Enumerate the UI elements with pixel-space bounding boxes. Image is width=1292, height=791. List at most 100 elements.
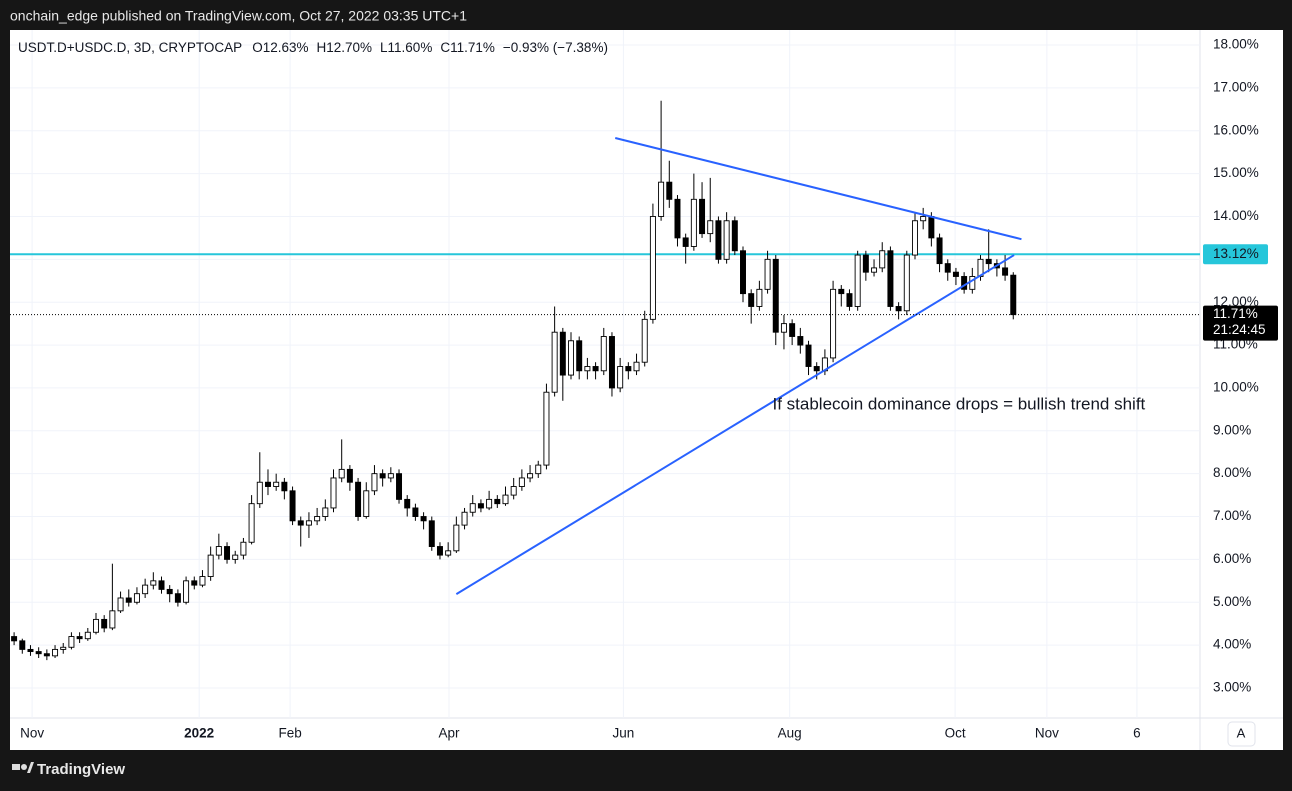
candle-body xyxy=(748,293,755,307)
y-tick-label: 10.00% xyxy=(1213,379,1259,394)
x-tick-label: 6 xyxy=(1133,726,1141,741)
y-tick-label: 18.00% xyxy=(1213,37,1259,52)
candle-body xyxy=(199,576,206,586)
candle-body xyxy=(11,636,18,642)
candle-body xyxy=(240,541,247,556)
y-tick-label: 5.00% xyxy=(1213,594,1251,609)
candle-body xyxy=(109,610,116,629)
candle-body xyxy=(453,524,460,552)
legend-title: USDT.D+USDC.D, 3D, CRYPTOCAP O12.63% H12.7… xyxy=(18,40,608,55)
candle-body xyxy=(740,250,746,295)
y-tick-label: 12.00% xyxy=(1213,294,1259,309)
candle-body xyxy=(396,473,403,500)
candle-body xyxy=(985,258,992,265)
candle-body xyxy=(305,520,312,526)
candle-body xyxy=(346,468,353,483)
candle-body xyxy=(723,220,730,260)
candle-body xyxy=(707,220,714,235)
candle-body xyxy=(289,490,296,522)
y-tick-label: 7.00% xyxy=(1213,508,1251,523)
x-tick-label: Apr xyxy=(438,726,460,741)
candle-body xyxy=(527,473,534,479)
candle-body xyxy=(387,473,394,479)
last-price-label: 11.71% xyxy=(1213,306,1258,321)
candle-body xyxy=(854,254,861,307)
candle-body xyxy=(93,618,99,633)
y-tick-label: 8.00% xyxy=(1213,465,1251,480)
auto-scale-label[interactable]: A xyxy=(1237,725,1246,740)
countdown: 21:24:45 xyxy=(1213,322,1266,337)
candle-body xyxy=(436,546,443,556)
candle-body xyxy=(887,250,894,307)
candle-body xyxy=(248,503,255,543)
header: onchain_edge published on TradingView.co… xyxy=(10,8,467,24)
candle-body xyxy=(936,237,943,265)
y-tick-label: 4.00% xyxy=(1213,637,1251,652)
auto-scale-button[interactable] xyxy=(1227,721,1256,747)
candle-body xyxy=(838,288,845,295)
candle-body xyxy=(944,263,951,273)
candle-body xyxy=(1002,267,1009,276)
candle-body xyxy=(469,503,476,513)
candle-body xyxy=(174,593,181,603)
candle-body xyxy=(232,554,239,560)
candle-body xyxy=(641,318,648,363)
candle-body xyxy=(715,220,722,260)
candle-body xyxy=(125,597,132,603)
candle-body xyxy=(576,340,583,372)
candle-body xyxy=(338,468,345,479)
y-tick-label: 16.00% xyxy=(1213,122,1259,137)
candle-body xyxy=(830,288,837,359)
candle-body xyxy=(543,391,550,466)
candle-body xyxy=(445,550,452,556)
candle-body xyxy=(895,306,902,312)
candle-body xyxy=(494,498,501,505)
plot xyxy=(10,30,1200,718)
candle-body xyxy=(568,340,575,376)
x-tick-label: Jun xyxy=(613,726,635,741)
candle-body xyxy=(772,258,779,333)
x-tick-label: Aug xyxy=(778,726,802,741)
candle-body xyxy=(133,593,140,603)
candle-body xyxy=(502,494,509,505)
y-tick-label: 14.00% xyxy=(1213,208,1259,223)
candle-body xyxy=(682,237,689,247)
y-tick-label: 17.00% xyxy=(1213,79,1259,94)
candle-body xyxy=(625,366,632,372)
y-tick-label: 3.00% xyxy=(1213,680,1251,695)
candle-body xyxy=(166,588,173,595)
candle-body xyxy=(35,651,42,655)
candle-body xyxy=(207,554,214,577)
trend-line xyxy=(455,254,1015,595)
candle-body xyxy=(256,481,263,505)
x-tick-label: Nov xyxy=(20,726,44,741)
candle-body xyxy=(928,216,935,239)
candle-body xyxy=(912,220,918,256)
candle-body xyxy=(518,477,525,487)
candle-body xyxy=(486,498,493,509)
candle-body xyxy=(117,597,124,612)
candle-body xyxy=(789,323,796,337)
candle-body xyxy=(355,481,362,517)
candle-body xyxy=(412,507,419,517)
candle-body xyxy=(813,366,820,372)
candle-body xyxy=(158,580,165,590)
candle-body xyxy=(600,336,607,372)
candle-body xyxy=(27,648,34,653)
candle-body xyxy=(731,220,738,252)
candle-body xyxy=(805,344,812,367)
candle-body xyxy=(379,473,386,479)
candle-body xyxy=(363,490,370,517)
candle-body xyxy=(608,336,615,389)
brand-logo xyxy=(12,762,34,773)
candle-body xyxy=(404,498,411,509)
candle-body xyxy=(477,503,484,509)
level-label: 13.12% xyxy=(1213,246,1259,261)
candle-body xyxy=(183,580,190,603)
candle-body xyxy=(281,481,288,492)
x-tick-label: Nov xyxy=(1035,726,1059,741)
x-tick-label: 2022 xyxy=(184,726,214,741)
candle-body xyxy=(592,366,599,372)
